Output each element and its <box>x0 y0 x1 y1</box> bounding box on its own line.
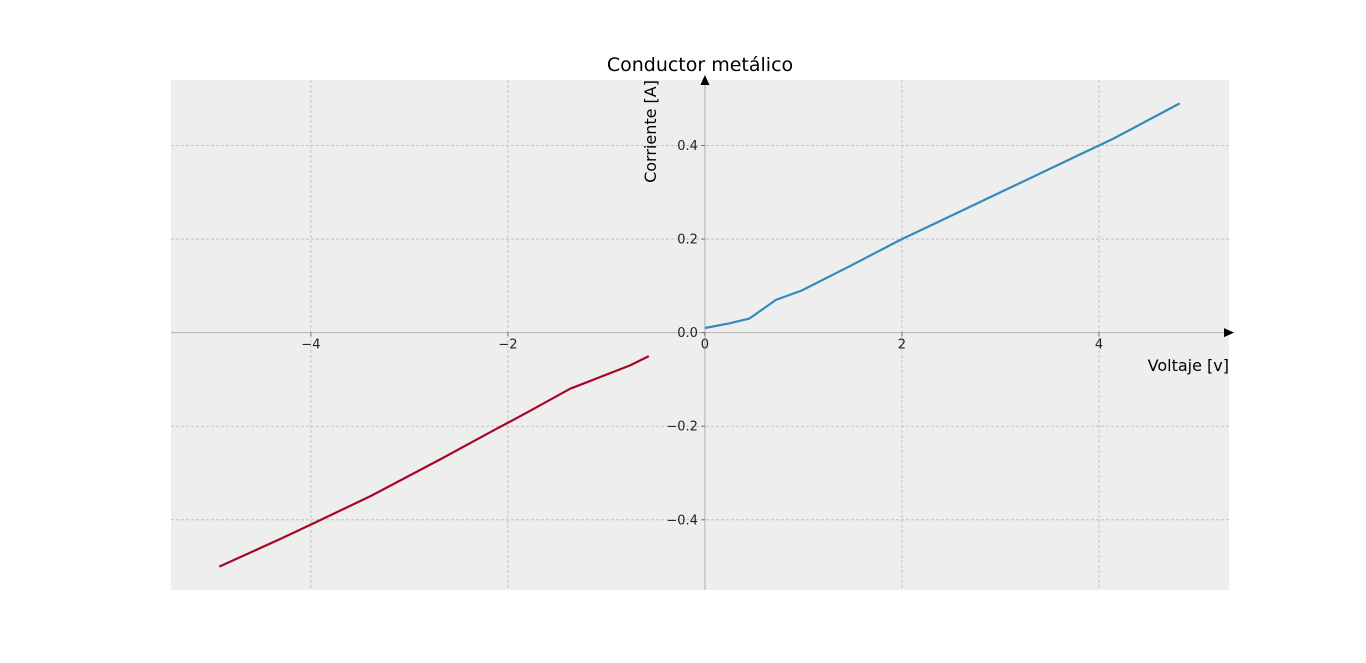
x-tick-label: 4 <box>1095 338 1103 353</box>
plot-background <box>171 80 1229 590</box>
x-axis-arrow-icon <box>1224 328 1234 338</box>
series-line-2 <box>218 355 650 568</box>
series-layer <box>218 102 1181 568</box>
x-tick-label: 2 <box>898 338 906 353</box>
x-tick-label: 0 <box>701 338 709 353</box>
y-tick-label: −0.4 <box>666 513 698 528</box>
series-line-1 <box>704 102 1181 330</box>
y-tick-label: 0.4 <box>677 139 698 154</box>
y-tick-label: 0.0 <box>677 326 698 341</box>
x-tick-label: −2 <box>498 338 517 353</box>
x-axis-label: Voltaje [v] <box>1148 356 1229 375</box>
y-axis-label: Corriente [A] <box>641 80 660 183</box>
tick-labels: −4 −2 0 2 4 −0.4 −0.2 0.0 0.2 0.4 <box>301 139 1103 528</box>
y-tick-label: −0.2 <box>666 420 698 435</box>
y-axis-arrow-icon <box>700 75 710 85</box>
grid <box>171 80 1229 590</box>
x-tick-label: −4 <box>301 338 320 353</box>
chart-title: Conductor metálico <box>607 54 793 76</box>
y-tick-label: 0.2 <box>677 233 698 248</box>
axes <box>171 75 1234 590</box>
